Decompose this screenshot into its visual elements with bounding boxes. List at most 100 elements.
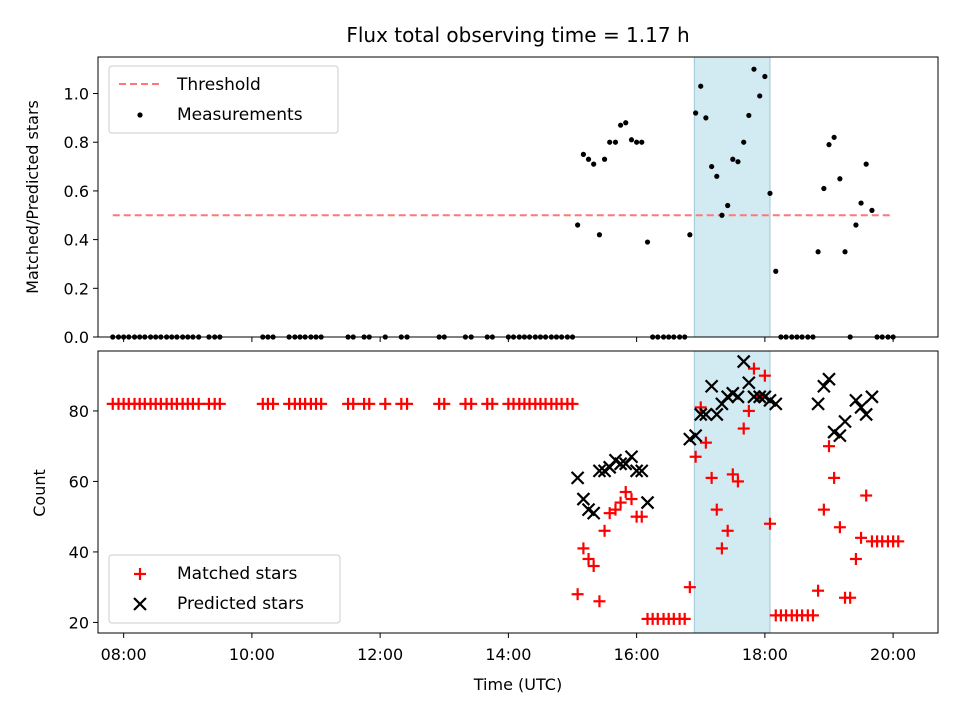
measurement-point [858,200,864,206]
measurement-point [693,110,699,116]
predicted-star-markers [570,354,879,520]
matched-star-marker [192,397,205,410]
measurement-point [735,159,741,165]
predicted-star-marker [688,428,703,443]
measurement-point [575,222,581,228]
matched-star-marker [892,535,905,548]
top-y-tick-label: 0.2 [64,279,89,298]
predicted-star-marker [640,495,655,510]
predicted-star-marker [838,414,852,429]
matched-star-marker [860,489,873,502]
matched-star-marker [347,397,360,410]
top-panel: 0.0 0.2 0.4 0.6 0.8 1.0 Flux total observing … [23,23,939,347]
predicted-star-marker [849,393,863,408]
chart-title: Flux total observing time = 1.17 h [346,23,689,47]
bottom-x-ticks: 08:00 10:00 12:00 14:00 16:00 18:00 20:00 [101,633,916,664]
predicted-star-marker [576,492,591,506]
bottom-y-ticks: 20 40 60 80 [69,402,98,632]
top-y-tick-label: 0.8 [64,133,89,152]
matched-star-marker [609,503,622,516]
measurement-point [853,222,859,228]
predicted-star-marker [865,390,879,404]
matched-star-marker [678,612,691,625]
matched-star-marker [593,595,606,608]
measurement-point [815,249,821,255]
matched-star-marker [849,552,862,565]
measurement-point [757,93,763,99]
predicted-star-marker [613,457,628,471]
top-legend-box [108,65,339,134]
predicted-star-marker [624,449,639,464]
bottom-legend-box [108,554,341,624]
measurement-point [821,185,827,192]
predicted-star-marker [693,407,708,422]
matched-star-marker [587,560,600,573]
matched-star-marker [577,542,590,555]
predicted-star-marker [699,407,713,422]
measurement-point [687,232,693,238]
legend-matched-swatch [134,568,146,580]
measurement-point [773,268,779,274]
matched-star-marker [710,503,723,516]
matched-star-marker [742,404,755,417]
top-highlight-span [693,56,771,338]
predicted-star-marker [731,390,745,404]
predicted-star-marker [768,397,783,411]
matched-star-marker [363,397,376,410]
matched-star-marker [486,397,499,410]
measurement-point [730,156,736,162]
bottom-y-tick-label: 80 [69,402,89,421]
measurement-point [719,212,725,218]
top-y-ticks: 0.0 0.2 0.4 0.6 0.8 1.0 [64,85,98,347]
x-tick-label: 12:00 [357,645,403,664]
matched-star-marker [828,471,841,484]
predicted-star-marker [822,372,836,386]
measurement-point [751,66,757,72]
legend-predicted-label: Predicted stars [177,594,304,614]
measurement-point [831,134,837,140]
matched-star-marker [614,496,627,509]
measurement-point [725,202,731,209]
predicted-star-marker [747,390,761,404]
matched-star-marker [635,510,648,523]
bottom-legend: Matched stars Predicted stars [108,554,341,624]
predicted-star-marker [592,464,607,478]
matched-star-marker [379,397,392,410]
predicted-star-marker [710,407,724,422]
measurement-point [703,115,709,121]
measurement-point [644,239,651,245]
measurement-point [767,190,773,196]
top-plot-frame [97,56,939,338]
matched-star-marker [715,542,728,555]
predicted-star-marker [634,464,649,478]
matched-star-marker [689,450,702,463]
matched-star-marker [855,531,868,544]
matched-star-marker [683,581,696,594]
x-tick-label: 10:00 [229,645,275,664]
matched-star-marker [438,397,451,410]
top-y-tick-label: 1.0 [64,85,89,104]
predicted-star-marker [859,407,873,422]
matched-star-marker [694,401,707,414]
measurement-point [837,176,843,182]
measurement-point [709,163,715,170]
matched-star-marker [465,397,478,410]
x-tick-label: 18:00 [742,645,788,664]
x-tick-label: 14:00 [485,645,531,664]
x-tick-label: 16:00 [614,645,660,664]
matched-star-marker [812,584,825,597]
matched-star-marker [764,517,776,530]
matched-star-marker [566,397,579,410]
predicted-star-marker [629,464,644,478]
matched-star-marker [705,471,718,484]
matched-star-marker [844,591,857,604]
matched-star-marker [726,468,739,481]
bottom-y-tick-label: 20 [69,613,89,632]
matched-star-marker [833,521,846,534]
matched-star-marker [747,362,760,375]
matched-star-marker [619,486,632,498]
measurement-point [826,142,832,148]
predicted-star-marker [704,379,719,394]
x-tick-label: 08:00 [101,645,147,664]
